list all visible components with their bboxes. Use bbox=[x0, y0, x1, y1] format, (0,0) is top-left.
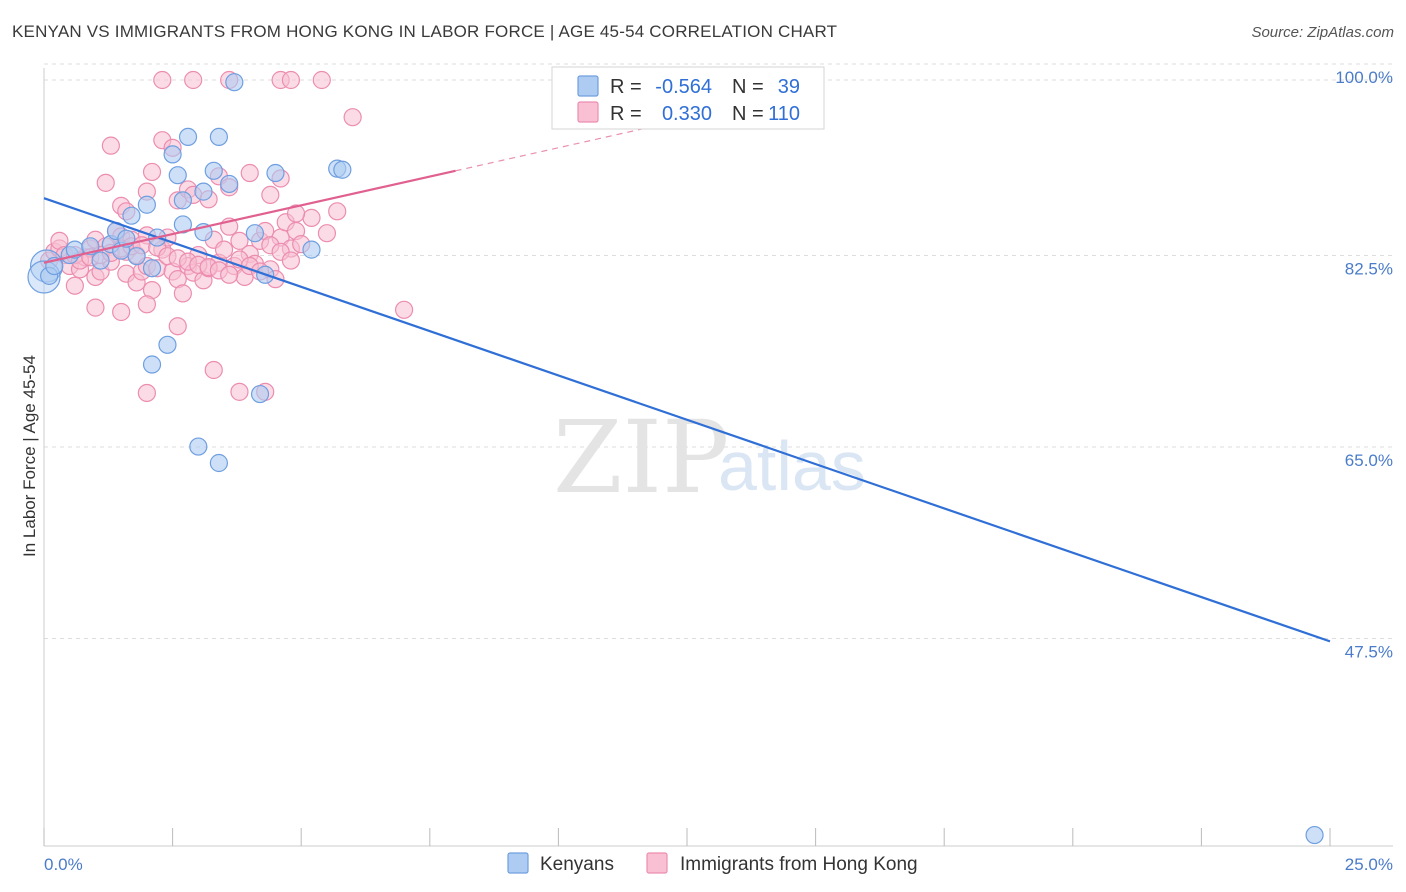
kenyans-point-17 bbox=[163, 145, 182, 164]
tick-labels: 47.5% 65.0% 82.5% 100.0% 0.0% 25.0% bbox=[44, 68, 1393, 874]
bottom-legend-swatch-hk bbox=[646, 852, 668, 874]
kenyans-point-16 bbox=[158, 335, 177, 354]
legend-r-label-hk: R = bbox=[610, 103, 642, 125]
y-tick-label-0: 47.5% bbox=[1345, 643, 1393, 662]
x-tick-label-0: 0.0% bbox=[44, 855, 83, 874]
kenyans-point-11 bbox=[127, 247, 146, 266]
hk-point-86 bbox=[153, 70, 172, 90]
bottom-legend-label-kenyans: Kenyans bbox=[540, 854, 614, 875]
legend-r-value-hk: 0.330 bbox=[662, 103, 712, 125]
x-tick-label-1: 25.0% bbox=[1345, 855, 1393, 874]
legend-n-value-kenyans: 39 bbox=[778, 76, 800, 98]
legend-swatch-kenyans bbox=[577, 75, 599, 97]
hk-point-87 bbox=[184, 70, 203, 90]
y-tick-label-3: 100.0% bbox=[1335, 68, 1393, 87]
source-note: Source: ZipAtlas.com bbox=[1251, 24, 1394, 41]
hk-point-75 bbox=[328, 202, 347, 221]
hk-point-79 bbox=[137, 295, 156, 314]
kenyans-point-29 bbox=[250, 384, 270, 404]
kenyans-point-20 bbox=[173, 215, 192, 234]
hk-point-107 bbox=[220, 265, 239, 284]
legend-n-value-hk: 110 bbox=[768, 103, 800, 125]
kenyans-point-13 bbox=[142, 259, 162, 278]
hk-point-6 bbox=[65, 276, 84, 295]
legend-swatch-hk bbox=[577, 101, 599, 123]
grid-lines bbox=[44, 63, 1393, 639]
kenyans-point-24 bbox=[204, 161, 223, 180]
hk-point-90 bbox=[281, 70, 301, 90]
kenyans-point-27 bbox=[225, 73, 244, 92]
hk-point-74 bbox=[317, 224, 337, 243]
bottom-legend: Kenyans Immigrants from Hong Kong bbox=[507, 852, 918, 875]
watermark: ZIP atlas bbox=[553, 399, 866, 516]
hk-point-73 bbox=[286, 204, 306, 223]
hk-point-91 bbox=[312, 70, 331, 90]
hk-point-77 bbox=[86, 298, 105, 317]
kenyans-point-31 bbox=[266, 163, 285, 183]
legend-r-value-kenyans: -0.564 bbox=[655, 76, 712, 98]
series-hk-points bbox=[40, 70, 414, 403]
hk-point-78 bbox=[112, 302, 131, 322]
hk-trend-extension bbox=[455, 106, 739, 172]
kenyans-point-23 bbox=[194, 182, 213, 201]
legend-n-label-hk: N = bbox=[732, 103, 764, 125]
kenyans-point-25 bbox=[209, 127, 228, 147]
hk-trend-line bbox=[43, 169, 456, 264]
kenyans-point-34 bbox=[333, 160, 352, 179]
hk-point-81 bbox=[204, 360, 223, 380]
kenyans-point-26 bbox=[220, 174, 239, 194]
legend-r-label-kenyans: R = bbox=[610, 76, 642, 98]
kenyans-point-12 bbox=[137, 195, 156, 214]
kenyans-point-35 bbox=[189, 437, 208, 456]
hk-point-71 bbox=[261, 185, 280, 204]
axes bbox=[43, 68, 1393, 847]
kenyans-point-14 bbox=[142, 355, 162, 374]
hk-point-55 bbox=[302, 208, 321, 227]
kenyans-point-28 bbox=[245, 224, 265, 243]
y-tick-label-2: 82.5% bbox=[1345, 260, 1393, 279]
hk-point-113 bbox=[281, 251, 301, 270]
hk-point-85 bbox=[394, 300, 414, 319]
hk-point-80 bbox=[168, 317, 187, 336]
y-axis-label: In Labor Force | Age 45-54 bbox=[20, 355, 39, 557]
hk-point-57 bbox=[96, 173, 115, 192]
kenyans-point-38 bbox=[1305, 825, 1324, 845]
bottom-legend-swatch-kenyans bbox=[507, 852, 529, 874]
hk-point-70 bbox=[240, 163, 259, 183]
kenyans-trend-line bbox=[43, 197, 1331, 643]
kenyans-point-18 bbox=[168, 166, 187, 185]
kenyans-point-19 bbox=[173, 191, 192, 210]
kenyans-point-32 bbox=[302, 240, 321, 259]
hk-point-82 bbox=[230, 382, 249, 401]
kenyans-point-36 bbox=[209, 453, 228, 473]
kenyans-point-5 bbox=[91, 251, 110, 270]
chart-title: KENYAN VS IMMIGRANTS FROM HONG KONG IN L… bbox=[12, 22, 838, 41]
kenyans-point-21 bbox=[178, 127, 198, 147]
hk-point-31 bbox=[173, 284, 192, 303]
legend: R = -0.564 N = 39 R = 0.330 N = 110 bbox=[551, 66, 825, 130]
hk-point-42 bbox=[230, 231, 249, 250]
hk-point-61 bbox=[142, 162, 162, 182]
hk-point-76 bbox=[343, 108, 362, 127]
watermark-zip: ZIP bbox=[553, 399, 729, 516]
bottom-legend-label-hk: Immigrants from Hong Kong bbox=[680, 854, 918, 875]
hk-point-83 bbox=[137, 383, 156, 403]
trend-lines bbox=[43, 106, 1331, 643]
legend-n-label-kenyans: N = bbox=[732, 76, 764, 98]
y-tick-label-1: 65.0% bbox=[1345, 451, 1393, 470]
hk-point-39 bbox=[214, 240, 234, 259]
hk-point-56 bbox=[101, 136, 120, 155]
kenyans-point-10 bbox=[122, 206, 141, 225]
